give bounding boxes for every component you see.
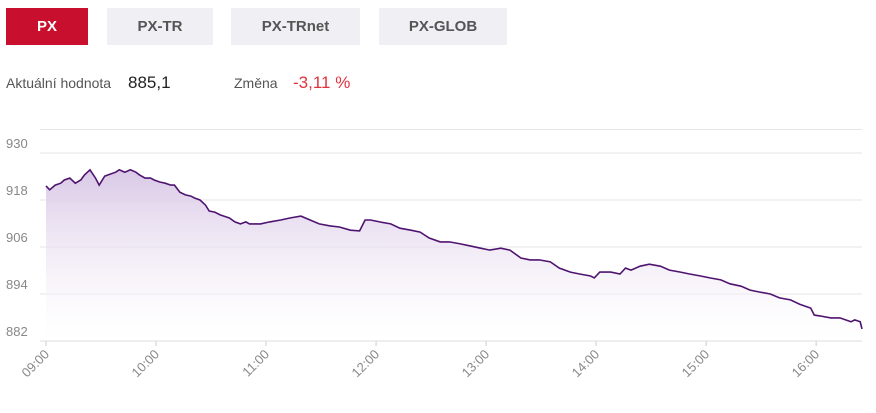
y-tick-label: 930 [6, 136, 28, 151]
x-tick-label: 12:00 [349, 347, 383, 381]
x-tick-label: 11:00 [239, 347, 272, 380]
tab[interactable]: PX [6, 8, 88, 45]
y-tick-label: 906 [6, 230, 28, 245]
tab[interactable]: PX-TRnet [231, 8, 360, 45]
tab[interactable]: PX-GLOB [379, 8, 507, 45]
area [46, 169, 862, 341]
x-tick-label: 09:00 [19, 347, 53, 381]
y-tick-label: 882 [6, 324, 28, 339]
x-tick-label: 14:00 [569, 347, 603, 381]
change: -3,11 % [293, 73, 351, 92]
line [45, 168, 863, 330]
y-tick-label: 894 [6, 277, 28, 292]
value-label: Aktuální hodnota [6, 75, 112, 91]
value: 885,1 [128, 73, 171, 92]
x-tick-label: 13:00 [459, 347, 493, 381]
x-tick-label: 10:00 [129, 347, 163, 381]
y-tick-label: 918 [6, 183, 28, 198]
change-label: Změna [234, 75, 278, 91]
tab[interactable]: PX-TR [107, 8, 213, 45]
x-tick-label: 16:00 [789, 347, 823, 381]
x-tick-label: 15:00 [679, 347, 713, 381]
